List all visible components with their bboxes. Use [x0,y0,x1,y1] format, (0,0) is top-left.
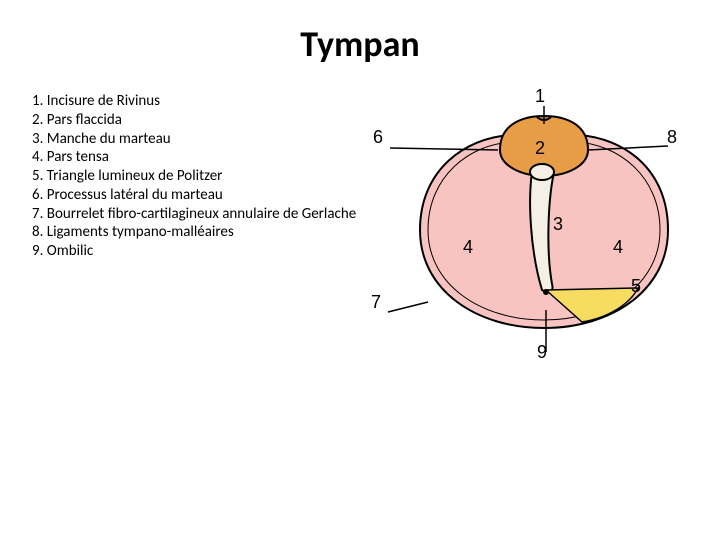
diagram-label-3: 3 [553,214,563,234]
legend-list: 1. Incisure de Rivinus2. Pars flaccida3.… [32,92,356,261]
diagram-label-1: 1 [535,86,545,106]
diagram-label-2: 2 [535,138,545,158]
legend-item: 9. Ombilic [32,242,356,261]
legend-item: 7. Bourrelet fibro-cartilagineux annulai… [32,205,356,224]
legend-item: 1. Incisure de Rivinus [32,92,356,111]
diagram-label-8: 8 [667,127,677,147]
legend-item: 5. Triangle lumineux de Politzer [32,167,356,186]
legend-item: 2. Pars flaccida [32,111,356,130]
legend-item: 6. Processus latéral du marteau [32,186,356,205]
diagram-label-6: 6 [373,127,383,147]
legend-item: 4. Pars tensa [32,148,356,167]
legend-item: 3. Manche du marteau [32,130,356,149]
tympan-svg: 1268344579 [350,80,710,370]
legend-item: 8. Ligaments tympano-malléaires [32,223,356,242]
diagram-label-7: 7 [371,292,381,312]
page-title: Tympan [0,22,720,66]
diagram-label-5: 5 [631,276,641,296]
diagram-label-4: 4 [613,237,623,257]
tympan-diagram: 1268344579 [350,80,710,370]
diagram-label-9: 9 [537,342,547,362]
diagram-label-4: 4 [463,237,473,257]
